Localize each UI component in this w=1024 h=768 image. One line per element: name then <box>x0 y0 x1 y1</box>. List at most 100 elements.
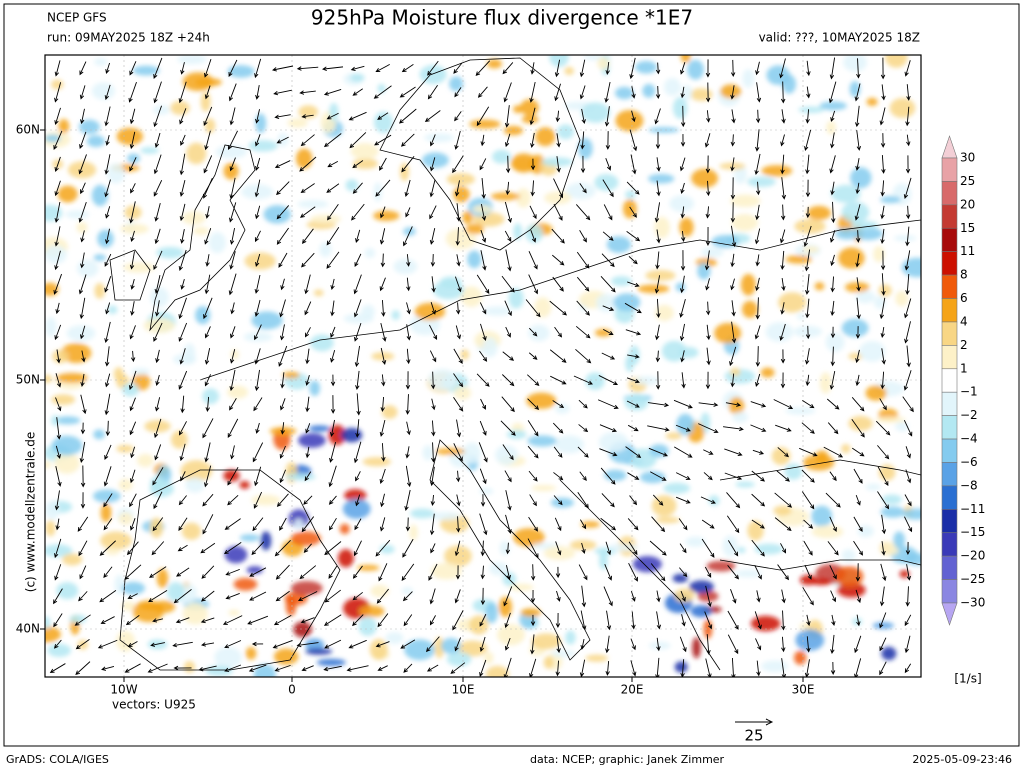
field-patch <box>183 343 196 365</box>
wind-arrow <box>179 108 187 125</box>
colorbar-label: −11 <box>960 502 985 516</box>
wind-arrow <box>326 183 340 193</box>
wind-arrow <box>806 614 811 627</box>
wind-arrow <box>625 446 642 458</box>
black-sea-south <box>719 559 921 571</box>
wind-arrow <box>880 180 885 197</box>
wind-arrow <box>350 65 365 71</box>
wind-arrow <box>376 588 389 604</box>
latitude-labels: 60N 50N 40N <box>16 123 45 636</box>
field-patch <box>51 79 64 90</box>
wind-arrow <box>351 203 365 221</box>
field-patch <box>479 487 494 495</box>
wind-arrow <box>905 446 911 459</box>
wind-arrow <box>227 466 239 486</box>
field-patch <box>445 228 477 250</box>
wind-arrow <box>827 422 839 435</box>
wind-arrow <box>505 514 512 535</box>
wind-arrow <box>54 60 61 77</box>
wind-arrow <box>724 472 743 480</box>
field-patch <box>195 78 222 87</box>
field-patch <box>578 137 593 160</box>
wind-arrow <box>730 278 735 291</box>
wind-arrow <box>55 373 62 388</box>
wind-arrow <box>829 155 836 174</box>
wind-arrow <box>780 154 785 175</box>
wind-arrow <box>779 58 786 79</box>
wind-arrow <box>200 617 215 624</box>
wind-arrow <box>530 634 535 655</box>
wind-arrow <box>631 110 636 123</box>
wind-arrow <box>252 517 264 532</box>
wind-arrow <box>247 615 269 625</box>
field-patch <box>850 167 872 189</box>
wind-arrow <box>723 426 744 432</box>
model-name: NCEP GFS <box>47 11 107 25</box>
field-patch <box>831 184 861 203</box>
field-patch <box>785 255 813 264</box>
field-patch <box>56 372 88 383</box>
field-patch <box>422 445 434 461</box>
field-patch <box>607 543 639 552</box>
field-patch <box>248 140 278 152</box>
wind-arrow <box>454 180 460 197</box>
wind-arrow <box>400 133 415 147</box>
wind-arrow <box>881 348 886 365</box>
wind-arrow <box>552 254 565 266</box>
wind-arrow <box>647 425 670 432</box>
field-patch <box>874 416 907 423</box>
field-patch <box>492 149 512 164</box>
wind-arrow <box>453 443 463 462</box>
wind-arrow <box>405 394 410 415</box>
field-patch <box>819 101 847 111</box>
wind-arrow <box>274 664 291 672</box>
field-patch <box>223 162 239 180</box>
field-patch <box>224 546 248 564</box>
wind-arrow <box>823 446 844 458</box>
wind-arrow <box>204 348 211 365</box>
wind-arrow <box>649 540 667 556</box>
wind-arrow <box>605 61 610 75</box>
wind-arrow <box>430 371 436 390</box>
wind-arrow <box>853 540 864 556</box>
wind-arrow <box>430 543 436 554</box>
wind-arrow <box>905 586 910 607</box>
field-patch <box>661 340 687 362</box>
wind-arrow <box>905 226 910 247</box>
wind-arrow <box>105 302 111 315</box>
field-patch <box>214 646 242 668</box>
wind-arrow <box>656 180 661 197</box>
field-patch <box>345 179 359 192</box>
wind-arrow <box>103 493 113 508</box>
field-patch <box>554 435 585 454</box>
wind-arrow <box>629 206 637 218</box>
wind-arrow <box>803 225 812 247</box>
wind-arrow <box>905 106 910 127</box>
wind-arrow <box>229 397 237 411</box>
wind-arrow <box>725 402 742 407</box>
wind-arrow <box>78 201 87 223</box>
wind-arrow <box>155 374 160 386</box>
wind-arrow <box>579 659 586 677</box>
wind-arrow <box>124 663 141 673</box>
wind-arrow <box>830 326 836 339</box>
wind-arrow <box>729 346 737 367</box>
field-patch <box>182 602 208 625</box>
wind-arrow <box>352 182 363 194</box>
wind-arrow <box>374 134 392 146</box>
wind-arrow <box>698 423 719 434</box>
field-patch <box>362 457 392 467</box>
field-patch <box>305 638 325 652</box>
wind-arrow <box>249 567 267 577</box>
field-patch <box>460 286 483 308</box>
field-patch <box>564 66 575 76</box>
wind-arrow <box>679 323 685 342</box>
wind-arrow <box>755 638 762 651</box>
field-patch <box>639 471 666 484</box>
field-patch <box>810 578 832 586</box>
wind-arrow <box>779 323 786 341</box>
wind-arrow <box>375 641 390 648</box>
wind-arrow <box>580 610 587 631</box>
wind-arrow <box>205 206 210 219</box>
wind-arrow <box>853 516 863 532</box>
